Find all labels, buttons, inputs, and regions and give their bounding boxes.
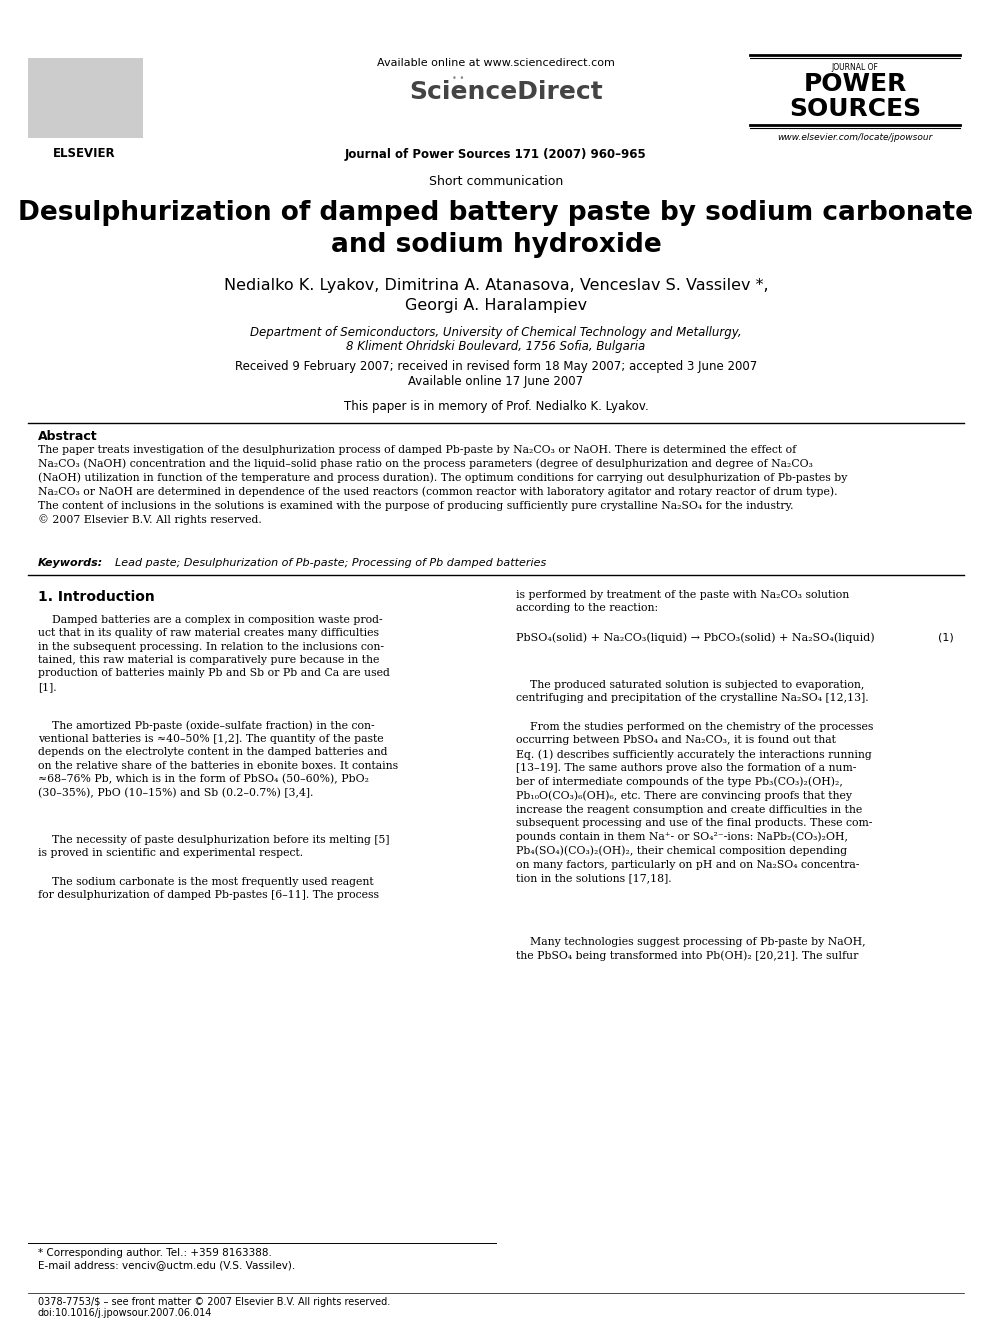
- Text: • •
  •: • • •: [451, 74, 464, 94]
- Text: * Corresponding author. Tel.: +359 8163388.: * Corresponding author. Tel.: +359 81633…: [38, 1248, 272, 1258]
- Text: The produced saturated solution is subjected to evaporation,
centrifuging and pr: The produced saturated solution is subje…: [516, 680, 869, 704]
- Text: The sodium carbonate is the most frequently used reagent
for desulphurization of: The sodium carbonate is the most frequen…: [38, 877, 379, 901]
- Text: ScienceDirect: ScienceDirect: [409, 79, 603, 105]
- Text: doi:10.1016/j.jpowsour.2007.06.014: doi:10.1016/j.jpowsour.2007.06.014: [38, 1308, 212, 1318]
- Text: The paper treats investigation of the desulphurization process of damped Pb-past: The paper treats investigation of the de…: [38, 445, 847, 525]
- Text: The necessity of paste desulphurization before its melting [5]
is proved in scie: The necessity of paste desulphurization …: [38, 835, 390, 859]
- Text: SOURCES: SOURCES: [789, 97, 921, 120]
- Text: Damped batteries are a complex in composition waste prod-
uct that in its qualit: Damped batteries are a complex in compos…: [38, 615, 390, 692]
- Text: E-mail address: venciv@uctm.edu (V.S. Vassilev).: E-mail address: venciv@uctm.edu (V.S. Va…: [38, 1259, 296, 1270]
- Text: Received 9 February 2007; received in revised form 18 May 2007; accepted 3 June : Received 9 February 2007; received in re…: [235, 360, 757, 373]
- Text: Nedialko K. Lyakov, Dimitrina A. Atanasova, Venceslav S. Vassilev *,: Nedialko K. Lyakov, Dimitrina A. Atanaso…: [223, 278, 769, 292]
- Text: Available online at www.sciencedirect.com: Available online at www.sciencedirect.co…: [377, 58, 615, 67]
- Text: PbSO₄(solid) + Na₂CO₃(liquid) → PbCO₃(solid) + Na₂SO₄(liquid): PbSO₄(solid) + Na₂CO₃(liquid) → PbCO₃(so…: [516, 632, 875, 643]
- Text: Short communication: Short communication: [429, 175, 563, 188]
- Text: www.elsevier.com/locate/jpowsour: www.elsevier.com/locate/jpowsour: [778, 134, 932, 142]
- Text: From the studies performed on the chemistry of the processes
occurring between P: From the studies performed on the chemis…: [516, 722, 873, 882]
- Text: Journal of Power Sources 171 (2007) 960–965: Journal of Power Sources 171 (2007) 960–…: [345, 148, 647, 161]
- Text: ELSEVIER: ELSEVIER: [53, 147, 115, 160]
- Text: Abstract: Abstract: [38, 430, 97, 443]
- Text: The amortized Pb-paste (oxide–sulfate fraction) in the con-
ventional batteries : The amortized Pb-paste (oxide–sulfate fr…: [38, 720, 398, 798]
- Text: JOURNAL OF: JOURNAL OF: [831, 64, 879, 71]
- Text: 0378-7753/$ – see front matter © 2007 Elsevier B.V. All rights reserved.: 0378-7753/$ – see front matter © 2007 El…: [38, 1297, 390, 1307]
- Text: is performed by treatment of the paste with Na₂CO₃ solution
according to the rea: is performed by treatment of the paste w…: [516, 590, 849, 614]
- Text: (1): (1): [938, 632, 954, 642]
- Text: Desulphurization of damped battery paste by sodium carbonate: Desulphurization of damped battery paste…: [19, 200, 973, 226]
- Text: POWER: POWER: [804, 71, 907, 97]
- Text: Lead paste; Desulphurization of Pb-paste; Processing of Pb damped batteries: Lead paste; Desulphurization of Pb-paste…: [115, 558, 547, 568]
- Text: Keywords:: Keywords:: [38, 558, 103, 568]
- Text: Many technologies suggest processing of Pb-paste by NaOH,
the PbSO₄ being transf: Many technologies suggest processing of …: [516, 937, 866, 960]
- Bar: [28, 58, 143, 138]
- Text: 8 Kliment Ohridski Boulevard, 1756 Sofia, Bulgaria: 8 Kliment Ohridski Boulevard, 1756 Sofia…: [346, 340, 646, 353]
- Text: Available online 17 June 2007: Available online 17 June 2007: [409, 374, 583, 388]
- Text: This paper is in memory of Prof. Nedialko K. Lyakov.: This paper is in memory of Prof. Nedialk…: [343, 400, 649, 413]
- Text: and sodium hydroxide: and sodium hydroxide: [330, 232, 662, 258]
- Text: Georgi A. Haralampiev: Georgi A. Haralampiev: [405, 298, 587, 314]
- Text: 1. Introduction: 1. Introduction: [38, 590, 155, 605]
- Text: Department of Semiconductors, University of Chemical Technology and Metallurgy,: Department of Semiconductors, University…: [250, 325, 742, 339]
